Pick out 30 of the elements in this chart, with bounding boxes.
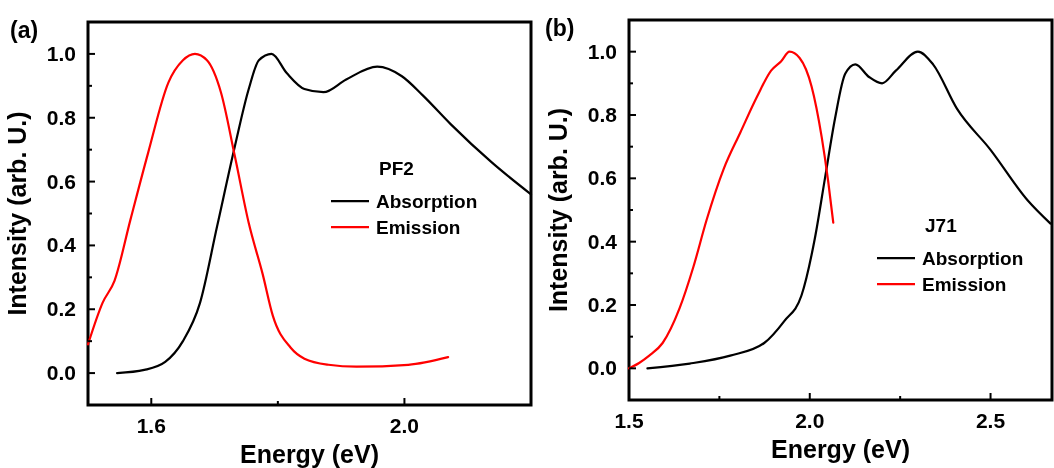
y-tick-label: 0.6 bbox=[46, 169, 76, 193]
legend-label: Emission bbox=[376, 217, 461, 239]
y-tick-label: 0.4 bbox=[46, 233, 77, 257]
text: (b) bbox=[545, 15, 575, 41]
y-tick-label: 0.8 bbox=[587, 103, 618, 126]
y-tick-label: 1.0 bbox=[587, 39, 617, 63]
x-tick-label: 2.0 bbox=[795, 409, 825, 432]
x-axis-title: Energy (eV) bbox=[771, 435, 910, 463]
x-tick-label: 1.6 bbox=[136, 414, 166, 437]
y-tick-label: 0.2 bbox=[46, 297, 76, 321]
y-axis-title: Intensity (arb. U.) bbox=[544, 107, 572, 313]
line-series bbox=[627, 50, 835, 370]
legend-label: Absorption bbox=[922, 248, 1024, 270]
x-tick-label: 2.0 bbox=[389, 414, 420, 437]
y-axis-title: Intensity (arb. U.) bbox=[3, 111, 31, 316]
y-tick-label: 1.0 bbox=[46, 41, 76, 65]
legend-title: PF2 bbox=[379, 158, 414, 180]
x-tick-label: 2.5 bbox=[975, 409, 1006, 432]
y-tick-label: 0.8 bbox=[46, 105, 77, 129]
x-tick-label: 1.5 bbox=[614, 409, 644, 432]
y-tick-label: 0.4 bbox=[587, 229, 618, 253]
text: 0.0 bbox=[46, 361, 76, 385]
text: (a) bbox=[10, 17, 39, 43]
legend-label: Emission bbox=[922, 274, 1007, 296]
y-tick-label: 0.2 bbox=[587, 293, 617, 316]
x-axis-title: Energy (eV) bbox=[240, 440, 379, 468]
y-tick-label: 0.6 bbox=[587, 166, 617, 190]
text: 0.0 bbox=[587, 356, 617, 380]
legend-label: Absorption bbox=[376, 191, 478, 213]
legend-title: J71 bbox=[925, 215, 958, 237]
